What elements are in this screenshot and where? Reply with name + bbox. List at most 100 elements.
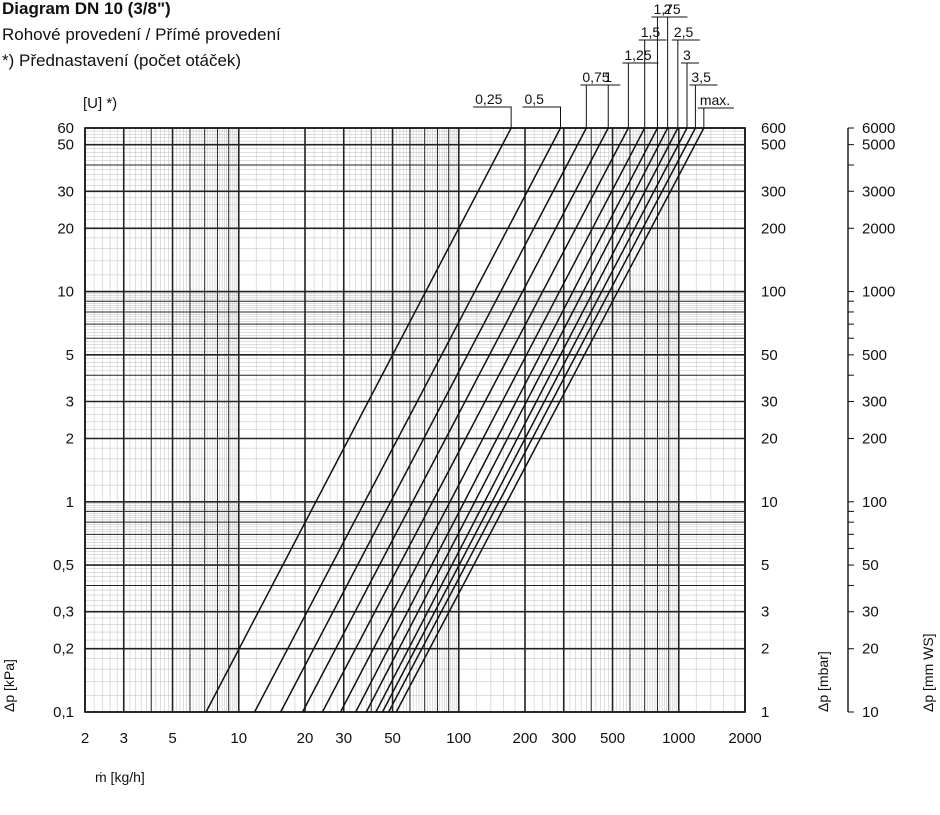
curve-label-2: 0,5 bbox=[525, 91, 545, 107]
x-tick-label: 300 bbox=[551, 730, 576, 747]
y-tick-label-mbar: 10 bbox=[761, 494, 778, 511]
y-tick-label-mbar: 5 bbox=[761, 557, 769, 574]
y-tick-label-mbar: 20 bbox=[761, 431, 778, 448]
x-tick-label: 20 bbox=[297, 730, 314, 747]
curve-11 bbox=[387, 127, 697, 713]
curve-leader-8 bbox=[661, 16, 680, 128]
plot-frame bbox=[84, 127, 746, 713]
y-tick-label-mmws: 3000 bbox=[862, 183, 895, 200]
y-tick-label-mmws: 200 bbox=[862, 431, 887, 448]
x-tick-label: 1000 bbox=[662, 730, 695, 747]
y-tick-label-kpa: 0,1 bbox=[53, 704, 74, 721]
curve-6 bbox=[339, 127, 646, 713]
y-tick-label-kpa: 0,2 bbox=[53, 641, 74, 658]
x-tick-label: 5 bbox=[168, 730, 176, 747]
y-tick-label-mmws: 100 bbox=[862, 494, 887, 511]
curve-5 bbox=[321, 127, 630, 713]
curve-4 bbox=[301, 127, 609, 713]
curve-label-5: 1,25 bbox=[624, 47, 651, 63]
x-tick-label: 30 bbox=[335, 730, 352, 747]
y-tick-label-kpa: 5 bbox=[66, 347, 74, 364]
y-tick-label-kpa: 0,3 bbox=[53, 604, 74, 621]
y-tick-label-mbar: 600 bbox=[761, 120, 786, 137]
y-tick-label-mbar: 3 bbox=[761, 604, 769, 621]
y-tick-label-mbar: 50 bbox=[761, 347, 778, 364]
y-tick-label-mmws: 50 bbox=[862, 557, 879, 574]
x-tick-label: 2 bbox=[81, 730, 89, 747]
y-tick-label-mmws: 500 bbox=[862, 347, 887, 364]
curve-leader-9 bbox=[671, 39, 700, 128]
axis-ticks: 2 3 5 10 20 30 50 100 200 300 500 1000 2000 0,1 1 10 0,2… bbox=[53, 120, 895, 747]
curve-label-12: max. bbox=[700, 92, 730, 108]
y-tick-label-mmws: 5000 bbox=[862, 137, 895, 154]
y-tick-label-kpa: 60 bbox=[57, 120, 74, 137]
curve-2 bbox=[253, 127, 562, 713]
curve-label-11: 3,5 bbox=[691, 69, 711, 85]
curve-leader-6 bbox=[638, 39, 667, 128]
y-tick-label-mbar: 100 bbox=[761, 284, 786, 301]
chart-curves bbox=[205, 127, 705, 713]
curve-8 bbox=[365, 127, 669, 713]
y-tick-label-mbar: 30 bbox=[761, 393, 778, 410]
minor-grid bbox=[85, 128, 746, 713]
x-tick-label: 3 bbox=[120, 730, 128, 747]
y-tick-label-mbar: 200 bbox=[761, 220, 786, 237]
curve-label-6: 1,5 bbox=[641, 24, 661, 40]
y-tick-label-kpa: 3 bbox=[66, 393, 74, 410]
curve-leader-1 bbox=[473, 106, 512, 128]
curve-label-9: 2,5 bbox=[674, 24, 694, 40]
curve-label-8: 2 bbox=[664, 1, 672, 17]
y-tick-label-mbar: 1 bbox=[761, 704, 769, 721]
x-tick-label: 50 bbox=[384, 730, 401, 747]
x-tick-label: 200 bbox=[512, 730, 537, 747]
y-axis-label-mmws: Δp [mm WS] bbox=[920, 633, 936, 712]
curve-9 bbox=[375, 127, 679, 713]
curve-leader-3 bbox=[580, 84, 617, 128]
subtitle-variant: Rohové provedení / Přímé provedení bbox=[2, 25, 281, 44]
curve-label-7: 1,75 bbox=[653, 1, 680, 17]
curve-header-label: [U] *) bbox=[83, 95, 117, 112]
subtitle-presetting: *) Přednastavení (počet otáček) bbox=[2, 51, 241, 70]
curve-1 bbox=[205, 127, 512, 713]
x-tick-label: 2000 bbox=[728, 730, 761, 747]
x-tick-label: 500 bbox=[600, 730, 625, 747]
curve-7 bbox=[355, 127, 659, 713]
x-tick-label: 100 bbox=[446, 730, 471, 747]
axis-labels: ṁ [kg/h] Δp [kPa] Δp [mbar] Δp [mm WS] bbox=[1, 633, 936, 785]
page-title: Diagram DN 10 (3/8") bbox=[2, 0, 171, 18]
x-tick-label: 10 bbox=[230, 730, 247, 747]
y-tick-label-mmws: 300 bbox=[862, 393, 887, 410]
curve-12 bbox=[395, 127, 705, 713]
curve-label-3: 0,75 bbox=[582, 69, 609, 85]
curve-leader-10 bbox=[681, 62, 700, 128]
curve-3 bbox=[279, 127, 587, 713]
y-tick-label-kpa: 50 bbox=[57, 137, 74, 154]
y-tick-label-mmws: 20 bbox=[862, 641, 879, 658]
y-tick-label-kpa: 30 bbox=[57, 183, 74, 200]
y-tick-label-kpa: 20 bbox=[57, 220, 74, 237]
curve-label-1: 0,25 bbox=[475, 91, 502, 107]
y-tick-label-mbar: 2 bbox=[761, 641, 769, 658]
x-axis-label: ṁ [kg/h] bbox=[95, 769, 145, 785]
y-tick-label-mbar: 300 bbox=[761, 183, 786, 200]
y-tick-label-mmws: 1000 bbox=[862, 284, 895, 301]
y-tick-label-kpa: 0,5 bbox=[53, 557, 74, 574]
y-tick-label-kpa: 2 bbox=[66, 431, 74, 448]
y-tick-label-mmws: 30 bbox=[862, 604, 879, 621]
y-tick-label-mbar: 500 bbox=[761, 137, 786, 154]
curve-leader-11 bbox=[689, 84, 718, 128]
curve-label-10: 3 bbox=[683, 47, 691, 63]
curve-leader-4 bbox=[602, 84, 621, 128]
y-tick-label-mmws: 6000 bbox=[862, 120, 895, 137]
y-tick-label-kpa: 10 bbox=[57, 284, 74, 301]
y-axis-label-mbar: Δp [mbar] bbox=[815, 651, 831, 712]
curve-10 bbox=[381, 127, 688, 713]
major-grid bbox=[84, 127, 746, 713]
curve-leader-2 bbox=[522, 106, 562, 128]
curve-label-4: 1 bbox=[604, 69, 612, 85]
y-axis-label-kpa: Δp [kPa] bbox=[1, 659, 17, 712]
y-tick-label-mmws: 10 bbox=[862, 704, 879, 721]
curve-leader-12 bbox=[697, 107, 734, 128]
